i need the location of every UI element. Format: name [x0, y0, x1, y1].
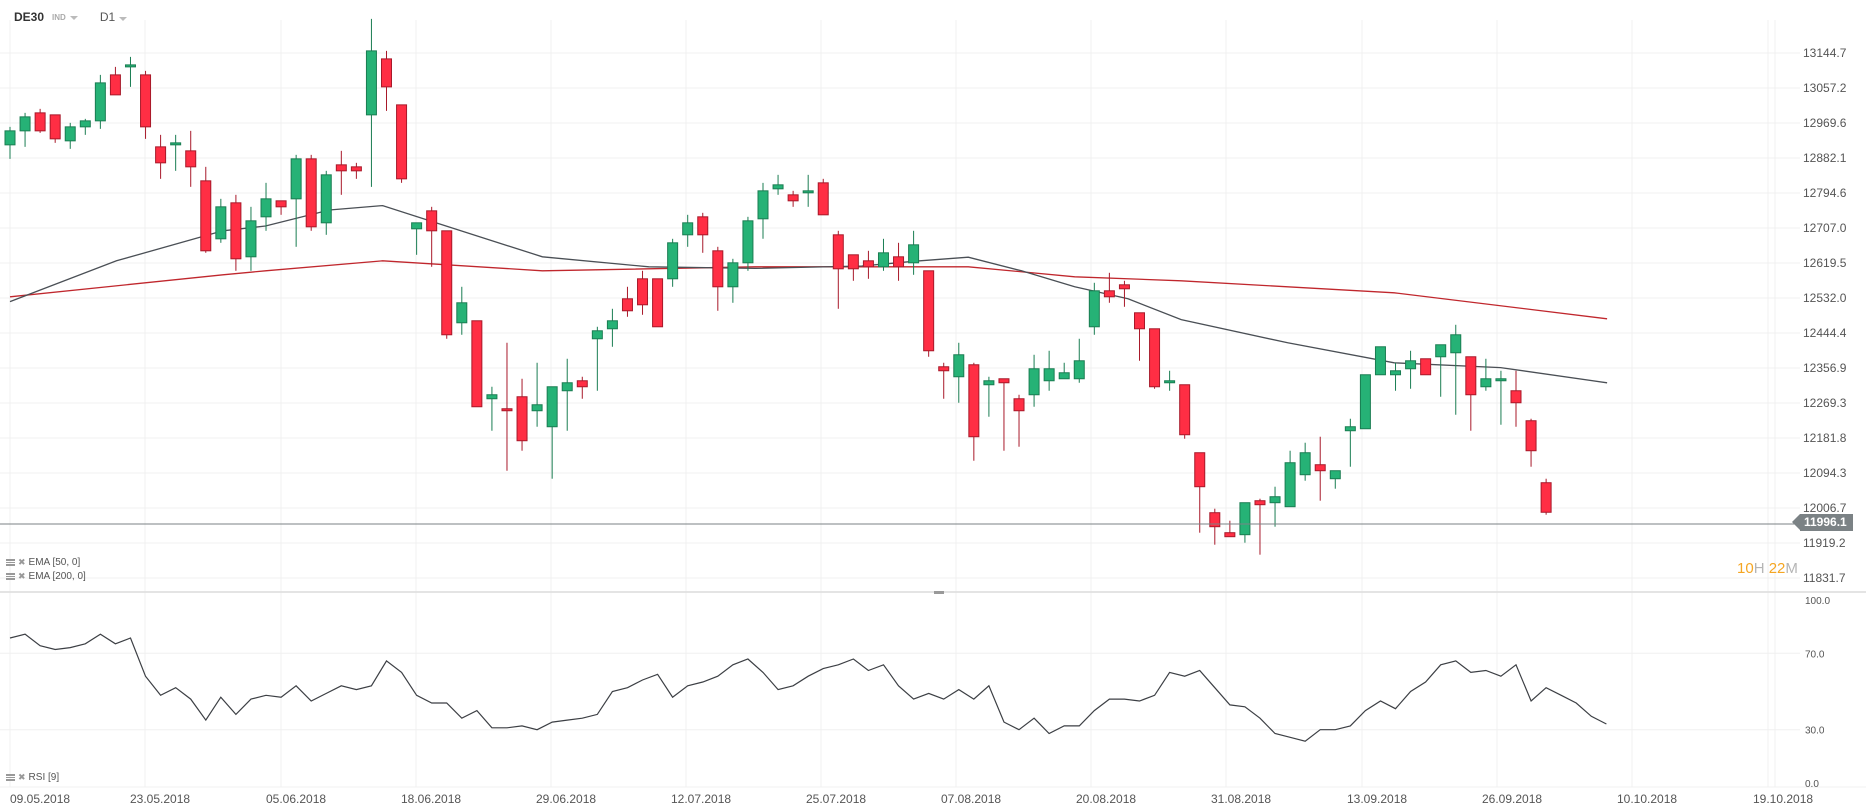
svg-text:70.0: 70.0	[1805, 649, 1825, 660]
svg-text:07.08.2018: 07.08.2018	[941, 792, 1001, 806]
chevron-down-icon	[69, 15, 78, 20]
svg-text:09.05.2018: 09.05.2018	[10, 792, 70, 806]
rsi-axis: 100.0 70.0 30.0 0.0	[1805, 596, 1830, 790]
svg-text:12356.9: 12356.9	[1803, 361, 1847, 375]
svg-text:29.06.2018: 29.06.2018	[536, 792, 596, 806]
svg-text:12619.5: 12619.5	[1803, 256, 1847, 270]
svg-text:12094.3: 12094.3	[1803, 466, 1847, 480]
svg-text:12181.8: 12181.8	[1803, 431, 1847, 445]
chart-header: DE30 IND D1	[14, 10, 128, 24]
last-price-badge: 11996.1	[1792, 514, 1853, 531]
ema200-line	[9, 260, 1608, 320]
svg-text:12.07.2018: 12.07.2018	[671, 792, 731, 806]
close-icon[interactable]: ✖	[18, 557, 26, 567]
indicator-ema200: ✖ EMA [200, 0]	[6, 571, 86, 582]
timeframe-label: D1	[99, 10, 116, 24]
price-axis[interactable]: 13144.7 13057.2 12969.6 12882.1 12794.6 12707…	[1803, 46, 1847, 585]
svg-text:100.0: 100.0	[1805, 596, 1830, 607]
svg-text:12707.0: 12707.0	[1803, 221, 1847, 235]
candle-countdown: 10H 22M	[1737, 560, 1798, 577]
svg-text:19.10.2018: 19.10.2018	[1753, 792, 1813, 806]
symbol-label[interactable]: DE30	[14, 10, 45, 24]
indicator-rsi: ✖ RSI [9]	[6, 772, 59, 783]
svg-text:12969.6: 12969.6	[1803, 116, 1847, 130]
svg-text:26.09.2018: 26.09.2018	[1482, 792, 1542, 806]
svg-text:10.10.2018: 10.10.2018	[1617, 792, 1677, 806]
svg-text:20.08.2018: 20.08.2018	[1076, 792, 1136, 806]
svg-text:31.08.2018: 31.08.2018	[1211, 792, 1271, 806]
svg-text:25.07.2018: 25.07.2018	[806, 792, 866, 806]
candlestick-series	[4, 18, 1552, 555]
time-axis[interactable]: 09.05.2018 23.05.2018 05.06.2018 18.06.2018…	[10, 792, 1813, 806]
instrument-type-label: IND	[52, 12, 66, 22]
svg-text:11831.7: 11831.7	[1803, 571, 1846, 585]
svg-text:12006.7: 12006.7	[1803, 501, 1847, 515]
timer-minutes-unit: M	[1785, 560, 1798, 577]
svg-text:13.09.2018: 13.09.2018	[1347, 792, 1407, 806]
timer-minutes: 22	[1768, 560, 1786, 577]
ema50-label: EMA [50, 0]	[28, 557, 81, 568]
svg-text:30.0: 30.0	[1805, 726, 1825, 737]
indicator-ema50: ✖ EMA [50, 0]	[6, 557, 80, 568]
chevron-down-icon	[119, 17, 128, 21]
ema200-label: EMA [200, 0]	[28, 571, 86, 582]
svg-text:12882.1: 12882.1	[1803, 151, 1847, 165]
instrument-type-dropdown[interactable]: IND	[52, 13, 78, 22]
pane-resize-handle[interactable]	[934, 591, 944, 594]
svg-text:0.0: 0.0	[1805, 779, 1819, 790]
svg-text:12269.3: 12269.3	[1803, 396, 1847, 410]
svg-text:12794.6: 12794.6	[1803, 186, 1847, 200]
timer-hours: 10	[1737, 560, 1754, 577]
svg-text:23.05.2018: 23.05.2018	[130, 792, 190, 806]
close-icon[interactable]: ✖	[18, 571, 26, 581]
svg-text:12444.4: 12444.4	[1803, 326, 1847, 340]
grid	[0, 20, 1866, 788]
svg-text:12532.0: 12532.0	[1803, 291, 1847, 305]
settings-icon[interactable]	[6, 559, 15, 566]
svg-text:11919.2: 11919.2	[1803, 536, 1846, 550]
svg-text:13144.7: 13144.7	[1803, 46, 1847, 60]
settings-icon[interactable]	[6, 774, 15, 781]
ema50-line	[9, 204, 1608, 384]
rsi-label: RSI [9]	[28, 772, 60, 783]
svg-text:13057.2: 13057.2	[1803, 81, 1847, 95]
settings-icon[interactable]	[6, 573, 15, 580]
close-icon[interactable]: ✖	[18, 772, 26, 782]
svg-text:18.06.2018: 18.06.2018	[401, 792, 461, 806]
rsi-line	[9, 633, 1607, 742]
svg-text:05.06.2018: 05.06.2018	[266, 792, 326, 806]
timeframe-dropdown[interactable]: D1	[99, 10, 128, 24]
timer-hours-unit: H	[1753, 560, 1765, 577]
